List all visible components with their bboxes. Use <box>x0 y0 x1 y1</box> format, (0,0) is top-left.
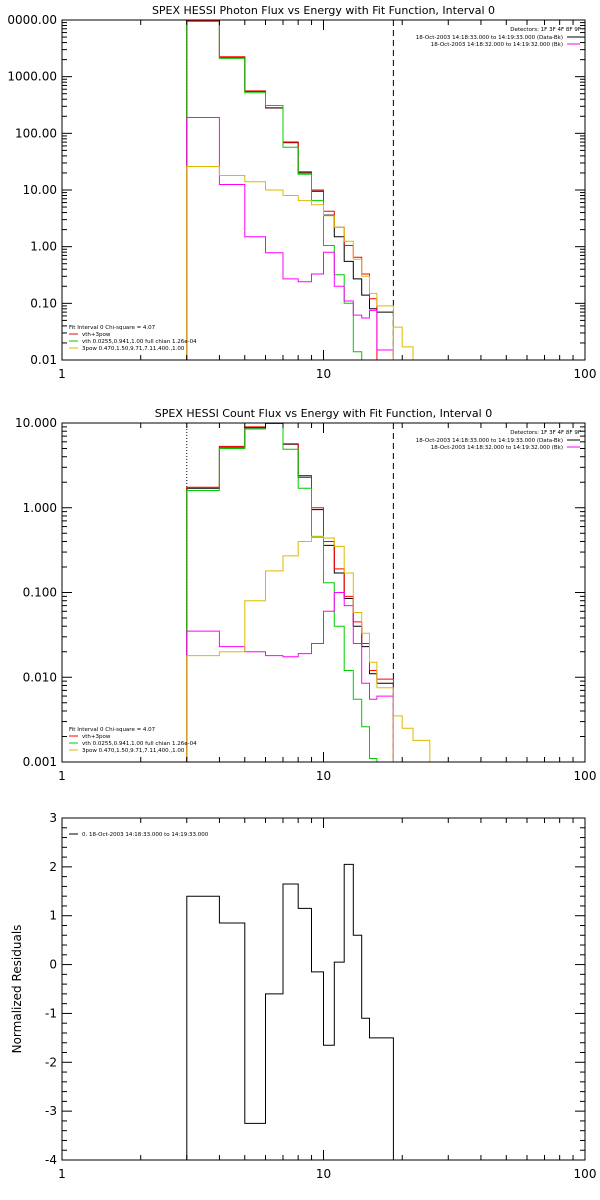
legend-left: Fit Interval 0 Chi-square = 4.07vth+3pow… <box>69 727 197 754</box>
series-tail-1-line <box>392 715 431 762</box>
y-tick-label: 2 <box>49 860 57 874</box>
y-tick-label: 10.000 <box>15 416 57 430</box>
y-tick-label: 1000.00 <box>7 70 57 84</box>
chart-panel-1: SPEX HESSI Photon Flux vs Energy with Fi… <box>7 4 596 381</box>
chart-panel-3: Normalized Residuals 1 10 100 -4 -3 -2 -1 0 1 2 3 0.… <box>10 811 596 1181</box>
y-tick-label: -2 <box>45 1055 57 1069</box>
x-tick-label: 10 <box>316 367 331 381</box>
y-tick-label: 0.001 <box>23 755 57 769</box>
series-5-line <box>186 535 394 762</box>
y-tick-label: 0.01 <box>30 353 57 367</box>
x-tick-label: 100 <box>574 769 597 783</box>
y-tick-label: 1 <box>49 909 57 923</box>
legend-top-right: Detectors: 1F 3F 4F 8F 9F 18-Oct-2003 14:… <box>416 430 581 451</box>
y-tick-label: 10.00 <box>23 183 57 197</box>
plot-frame <box>61 422 586 763</box>
y-tick-label: 0.10 <box>30 296 57 310</box>
y-tick-label: 1.000 <box>23 501 57 515</box>
y-tick-label: -1 <box>45 1006 57 1020</box>
legend-header: Fit Interval 0 Chi-square = 4.07 <box>69 727 156 733</box>
legend-entry: 0. 18-Oct-2003 14:18:33.000 to 14:19:33.… <box>82 832 209 838</box>
series-1-line <box>186 423 394 762</box>
legend-header: Detectors: 1F 3F 4F 8F 9F <box>510 430 581 436</box>
chart-title: SPEX HESSI Count Flux vs Energy with Fit… <box>155 407 492 420</box>
legend-entry: 18-Oct-2003 14:18:33.000 to 14:19:33.000… <box>416 35 563 41</box>
y-tick-label: 1.00 <box>30 240 57 254</box>
x-tick-label: 10 <box>316 769 331 783</box>
y-tick-label: 0000.00 <box>7 13 57 27</box>
y-tick-label: -3 <box>45 1104 57 1118</box>
legend-header: Fit Interval 0 Chi-square = 4.07 <box>69 325 156 331</box>
series-4-line <box>186 117 394 360</box>
legend-header: Detectors: 1F 3F 4F 8F 9F <box>510 27 581 33</box>
series-3-line <box>186 21 363 360</box>
x-tick-label: 1 <box>58 769 66 783</box>
plot-area <box>186 423 431 762</box>
legend-left: Fit Interval 0 Chi-square = 4.07vth+3pow… <box>69 325 197 352</box>
series-3-line <box>186 423 378 762</box>
legend-left: 0. 18-Oct-2003 14:18:33.000 to 14:19:33.… <box>69 832 209 838</box>
x-tick-label: 1 <box>58 367 66 381</box>
y-tick-label: 100.00 <box>15 126 57 140</box>
plot-area <box>186 20 414 360</box>
chart-title: SPEX HESSI Photon Flux vs Energy with Fi… <box>152 4 495 17</box>
legend-top-right: Detectors: 1F 3F 4F 8F 9F 18-Oct-2003 14:… <box>416 27 581 48</box>
plot-area <box>186 863 394 1160</box>
series-tail-1-line <box>392 326 414 360</box>
y-tick-label: 0.100 <box>23 586 57 600</box>
legend-entry: vth+3pow <box>82 332 111 338</box>
x-tick-label: 1 <box>58 1167 66 1181</box>
legend-entry: vth+3pow <box>82 734 111 740</box>
x-tick-label: 10 <box>316 1167 331 1181</box>
chart-panel-2: SPEX HESSI Count Flux vs Energy with Fit… <box>15 407 596 783</box>
y-tick-label: -4 <box>45 1153 57 1167</box>
legend-entry: vth 0.0255,0.941,1.00 full chian 1.26e-0… <box>82 339 197 345</box>
legend-entry: 3pow 0.470,1.50,9.71,7.11,400.,1.00 <box>82 748 185 754</box>
series-1-line <box>186 863 394 1160</box>
y-tick-label: 0 <box>49 958 57 972</box>
x-tick-label: 100 <box>574 1167 597 1181</box>
legend-entry: vth 0.0255,0.941,1.00 full chian 1.26e-0… <box>82 741 197 747</box>
legend-entry: 3pow 0.470,1.50,9.71,7.11,400.,1.00 <box>82 346 185 352</box>
y-tick-label: 3 <box>49 811 57 825</box>
series-1-line <box>186 20 394 360</box>
legend-entry: 18-Oct-2003 14:18:32.000 to 14:19:32.000… <box>431 445 563 451</box>
series-2-line <box>186 423 394 762</box>
legend-entry: 18-Oct-2003 14:18:33.000 to 14:19:33.000… <box>416 438 563 444</box>
series-5-line <box>186 166 394 360</box>
legend-entry: 18-Oct-2003 14:18:32.000 to 14:19:32.000… <box>431 42 563 48</box>
x-tick-label: 100 <box>574 367 597 381</box>
y-tick-label: 0.010 <box>23 670 57 684</box>
series-4-line <box>186 592 394 762</box>
y-axis-label: Normalized Residuals <box>10 925 24 1054</box>
